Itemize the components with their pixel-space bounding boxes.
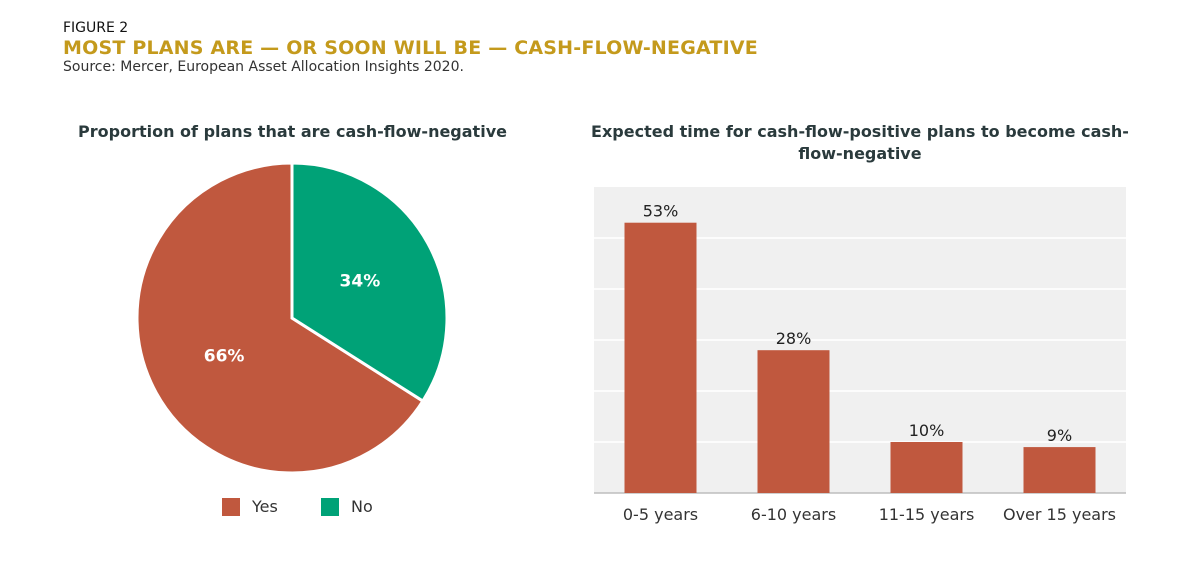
legend-swatch-yes [222,497,240,516]
bar-over-15-years [1023,447,1096,493]
pie-slice-yes [135,161,425,475]
bar-value-label-6-10-years: 28% [776,329,812,348]
legend-swatch-no [321,497,339,516]
figure-title: MOST PLANS ARE — OR SOON WILL BE — CASH-… [63,37,758,59]
pie-label-yes: 66% [204,346,245,366]
bar-category-label-6-10-years: 6-10 years [751,505,836,524]
bar-category-label-0-5-years: 0-5 years [623,505,698,524]
bar-chart-title: Expected time for cash-flow-positive pla… [591,122,1129,163]
pie-label-no: 34% [340,272,381,292]
legend-label-yes: Yes [252,497,278,516]
pie-slice-no [290,161,449,404]
bar-value-label-over-15-years: 9% [1047,426,1072,445]
bar-category-label-over-15-years: Over 15 years [1003,505,1116,524]
bar-value-label-11-15-years: 10% [909,421,945,440]
bar-value-label-0-5-years: 53% [643,202,679,221]
bar-11-15-years [890,442,963,493]
bar-6-10-years [757,350,830,493]
legend-label-no: No [351,497,373,516]
pie-chart-title: Proportion of plans that are cash-flow-n… [78,122,507,141]
bar-0-5-years [624,222,697,493]
bar-category-label-11-15-years: 11-15 years [879,505,975,524]
legend-item-no: No [321,497,373,516]
figure-source: Source: Mercer, European Asset Allocatio… [63,59,464,75]
figure-header: FIGURE 2 MOST PLANS ARE — OR SOON WILL B… [63,20,758,76]
figure-label: FIGURE 2 [63,20,129,36]
legend-item-yes: Yes [222,497,278,516]
